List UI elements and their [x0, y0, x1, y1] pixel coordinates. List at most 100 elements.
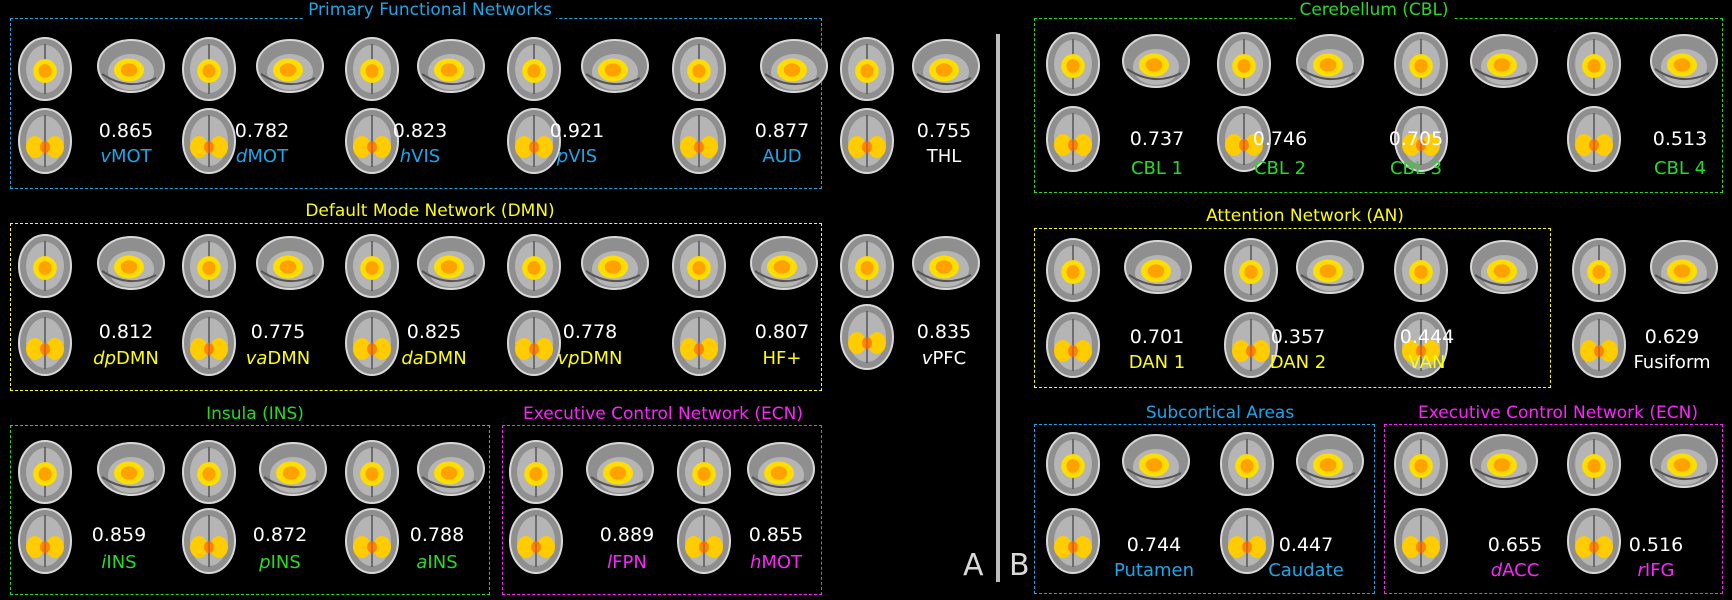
network-score: 0.788: [409, 524, 465, 546]
network-label: rIFG: [1637, 560, 1674, 581]
brain-sagittal-view: [908, 35, 980, 105]
network-label-prefix: va: [245, 348, 268, 369]
network-label: VAN: [1409, 352, 1446, 373]
network-label-name: DMN: [267, 348, 311, 369]
brain-sagittal-view: [255, 438, 327, 508]
group-box-ecn-a: [502, 425, 822, 595]
network-label-prefix: d: [235, 146, 248, 167]
network-label: Putamen: [1114, 560, 1194, 581]
brain-sagittal-view: [252, 232, 324, 302]
brain-sagittal-view: [1646, 236, 1718, 306]
network-label: dMOT: [236, 146, 288, 167]
brain-sagittal-view: [1292, 236, 1364, 306]
network-label-name: CBL 4: [1653, 158, 1707, 179]
network-label-name: AUD: [762, 146, 802, 167]
network-label: daDMN: [401, 348, 466, 369]
group-box-attention: [1034, 228, 1551, 388]
brain-sagittal-view: [1120, 236, 1192, 306]
network-score: 0.444: [1399, 326, 1455, 348]
network-label-name: VAN: [1408, 352, 1446, 373]
brain-axial-view: [838, 302, 896, 376]
network-score: 0.705: [1388, 128, 1444, 150]
network-score: 0.755: [916, 120, 972, 142]
brain-sagittal-view: [1118, 30, 1190, 100]
network-score: 0.807: [754, 321, 810, 343]
brain-sagittal-view: [746, 232, 818, 302]
brain-axial-view: [670, 106, 728, 180]
brain-coronal-view: [1565, 30, 1623, 102]
group-title-insula: Insula (INS): [202, 404, 308, 424]
network-score: 0.865: [98, 120, 154, 142]
group-title-subcortical: Subcortical Areas: [1141, 403, 1299, 423]
brain-sagittal-view: [1118, 430, 1190, 500]
brain-axial-view: [675, 506, 733, 580]
network-label-name: MOT: [110, 146, 152, 167]
brain-axial-view: [505, 106, 563, 180]
network-label-name: CBL 3: [1389, 158, 1443, 179]
brain-sagittal-view: [577, 35, 649, 105]
brain-coronal-view: [1044, 30, 1102, 102]
brain-sagittal-view: [93, 232, 165, 302]
network-score: 0.516: [1628, 534, 1684, 556]
network-label: CBL 3: [1390, 158, 1442, 179]
brain-sagittal-view: [413, 35, 485, 105]
network-score: 0.513: [1652, 128, 1708, 150]
brain-sagittal-view: [743, 438, 815, 508]
network-label-name: DMN: [579, 348, 623, 369]
network-label-prefix: v: [921, 348, 933, 369]
brain-coronal-view: [1044, 236, 1102, 308]
brain-coronal-view: [1392, 30, 1450, 102]
brain-sagittal-view: [252, 35, 324, 105]
brain-coronal-view: [1565, 430, 1623, 502]
group-title-ecn-b: Executive Control Network (ECN): [1413, 403, 1703, 423]
network-score: 0.775: [250, 321, 306, 343]
brain-axial-view: [1044, 310, 1102, 384]
network-score: 0.889: [599, 524, 655, 546]
brain-axial-view: [1218, 506, 1276, 580]
brain-axial-view: [1565, 506, 1623, 580]
brain-coronal-view: [1215, 30, 1273, 102]
brain-axial-view: [505, 308, 563, 382]
network-label-prefix: h: [399, 146, 412, 167]
network-score: 0.835: [916, 321, 972, 343]
network-label-prefix: p: [259, 552, 271, 573]
network-label-name: DAN 1: [1128, 352, 1186, 373]
group-box-subcortical: [1034, 424, 1375, 594]
network-label: HF+: [763, 348, 802, 369]
network-score: 0.855: [748, 524, 804, 546]
network-label: vpDMN: [558, 348, 623, 369]
network-label-prefix: r: [1637, 560, 1645, 581]
network-label: vMOT: [100, 146, 151, 167]
brain-coronal-view: [180, 232, 238, 304]
network-label: Fusiform: [1633, 352, 1710, 373]
network-score: 0.744: [1126, 534, 1182, 556]
brain-sagittal-view: [908, 232, 980, 302]
network-label-name: FPN: [612, 552, 647, 573]
network-label-name: VIS: [411, 146, 441, 167]
panel-label-b: B: [1009, 548, 1030, 583]
network-label-name: VIS: [568, 146, 598, 167]
brain-coronal-view: [343, 232, 401, 304]
brain-axial-view: [180, 308, 238, 382]
network-label: dpDMN: [93, 348, 159, 369]
network-label: vPFC: [922, 348, 966, 369]
brain-axial-view: [16, 106, 74, 180]
group-title-dmn: Default Mode Network (DMN): [301, 201, 559, 221]
brain-axial-view: [1392, 506, 1450, 580]
brain-sagittal-view: [1292, 430, 1364, 500]
network-label-name: PFC: [932, 348, 967, 369]
group-title-cerebellum: Cerebellum (CBL): [1295, 0, 1453, 20]
panel-separator: [996, 34, 1000, 582]
brain-sagittal-view: [1466, 236, 1538, 306]
network-score: 0.737: [1129, 128, 1185, 150]
brain-coronal-view: [1218, 430, 1276, 502]
brain-axial-view: [180, 506, 238, 580]
network-score: 0.872: [252, 524, 308, 546]
brain-coronal-view: [838, 35, 896, 107]
brain-sagittal-view: [577, 232, 649, 302]
network-label-name: CBL 2: [1253, 158, 1307, 179]
group-title-primary: Primary Functional Networks: [304, 0, 556, 20]
brain-axial-view: [507, 506, 565, 580]
network-label-prefix: d: [1490, 560, 1503, 581]
brain-coronal-view: [343, 438, 401, 510]
